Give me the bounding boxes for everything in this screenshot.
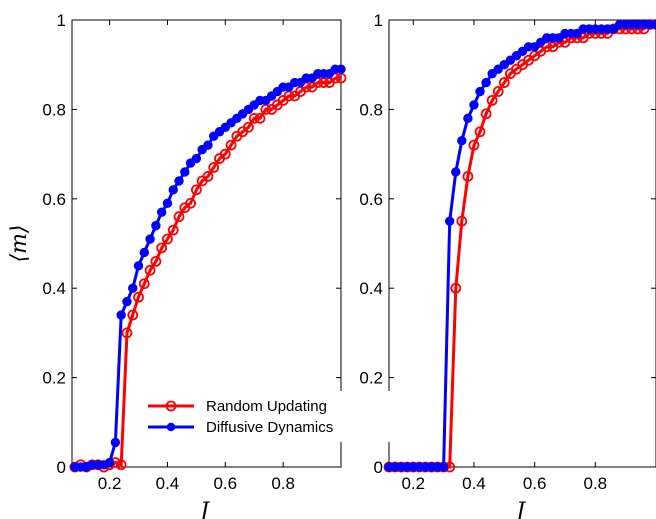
x-tick-label: 0.4 (462, 474, 486, 493)
y-tick-label: 1 (374, 11, 383, 30)
data-point-random-updating (225, 139, 237, 151)
data-point-diffusive-dynamics (203, 140, 213, 150)
x-tick-label: 0.2 (98, 474, 122, 493)
data-point-random-updating (121, 327, 133, 339)
data-point-random-updating (190, 184, 202, 196)
y-tick-label: 0.2 (42, 369, 66, 388)
x-axis-label: J (512, 499, 526, 519)
y-tick-label: 0 (374, 458, 383, 477)
data-point-diffusive-dynamics (139, 247, 150, 258)
data-point-random-updating (468, 139, 480, 151)
data-point-diffusive-dynamics (180, 167, 190, 177)
x-axis-label: J (196, 499, 210, 519)
data-point-diffusive-dynamics (128, 283, 138, 293)
data-point-random-updating (254, 112, 266, 124)
data-point-random-updating (202, 171, 214, 182)
data-point-random-updating (156, 242, 168, 254)
legend-marker (166, 422, 176, 432)
data-point-diffusive-dynamics (168, 185, 178, 195)
data-point-diffusive-dynamics (457, 135, 467, 146)
plot-area (388, 19, 656, 468)
data-point-diffusive-dynamics (145, 234, 155, 244)
data-point-random-updating (462, 171, 474, 182)
y-tick-label: 0 (57, 458, 66, 477)
x-tick-label: 0.8 (271, 474, 295, 493)
data-point-random-updating (450, 282, 462, 294)
data-point-diffusive-dynamics (116, 310, 126, 320)
y-axis-label: ⟨m⟩ (7, 224, 32, 262)
data-point-diffusive-dynamics (444, 216, 455, 226)
data-point-random-updating (115, 459, 127, 471)
y-tick-label: 0.8 (359, 100, 383, 119)
data-point-random-updating (456, 215, 468, 227)
legend: Random Updating Diffusive Dynamics (142, 391, 390, 442)
data-point-random-updating (248, 112, 260, 124)
series-layer (383, 19, 656, 473)
panel-right: 0 0.2 0.4 0.6 0.8 1 0.2 0.4 0.6 0.8 J (359, 11, 656, 519)
x-tick-label: 0.6 (523, 474, 547, 493)
y-tick-label: 0.6 (359, 190, 383, 209)
y-tick-label: 0.8 (42, 100, 66, 119)
data-point-diffusive-dynamics (451, 167, 461, 177)
y-tick-label: 0.4 (359, 279, 383, 298)
data-point-random-updating (480, 108, 492, 120)
data-point-random-updating (243, 121, 254, 133)
data-point-random-updating (133, 291, 144, 303)
legend-label: Random Updating (206, 398, 327, 415)
panel-left: 0 0.2 0.4 0.6 0.8 1 0.2 0.4 0.6 0.8 J ⟨m⟩ (7, 11, 347, 519)
data-point-diffusive-dynamics (162, 198, 173, 208)
data-point-diffusive-dynamics (469, 100, 479, 110)
data-point-diffusive-dynamics (651, 19, 656, 30)
data-point-diffusive-dynamics (463, 113, 473, 124)
data-point-diffusive-dynamics (481, 77, 491, 88)
data-point-diffusive-dynamics (151, 220, 161, 231)
data-point-diffusive-dynamics (438, 462, 449, 472)
data-point-diffusive-dynamics (104, 457, 115, 468)
data-point-diffusive-dynamics (122, 296, 132, 307)
x-tick-label: 0.8 (583, 474, 607, 493)
data-point-random-updating (150, 255, 162, 267)
x-tick-label: 0.2 (401, 474, 425, 493)
data-point-random-updating (138, 278, 150, 290)
x-tick-label: 0.6 (213, 474, 237, 493)
data-point-diffusive-dynamics (133, 261, 144, 271)
data-point-random-updating (167, 224, 179, 236)
data-point-random-updating (486, 95, 498, 106)
data-point-diffusive-dynamics (336, 64, 346, 74)
data-point-random-updating (127, 309, 139, 321)
data-point-random-updating (144, 264, 156, 276)
legend-marker (165, 400, 177, 412)
y-tick-label: 1 (57, 11, 66, 30)
data-point-diffusive-dynamics (156, 207, 167, 217)
legend-box (142, 391, 390, 442)
y-tick-label: 0.2 (359, 369, 383, 388)
data-point-random-updating (185, 197, 196, 209)
data-point-random-updating (474, 126, 486, 138)
data-point-random-updating (162, 233, 173, 245)
data-point-random-updating (173, 211, 185, 223)
y-tick-label: 0.4 (42, 279, 66, 298)
data-point-diffusive-dynamics (174, 176, 184, 186)
data-point-random-updating (492, 86, 504, 97)
series-layer (69, 64, 347, 473)
legend-label: Diffusive Dynamics (206, 419, 333, 436)
data-point-random-updating (498, 77, 510, 88)
data-point-diffusive-dynamics (110, 437, 121, 448)
data-point-random-updating (208, 162, 220, 173)
data-point-random-updating (219, 148, 231, 160)
y-tick-label: 0.6 (42, 190, 66, 209)
data-point-diffusive-dynamics (475, 86, 485, 97)
x-tick-label: 0.4 (156, 474, 180, 493)
data-point-diffusive-dynamics (191, 153, 202, 164)
